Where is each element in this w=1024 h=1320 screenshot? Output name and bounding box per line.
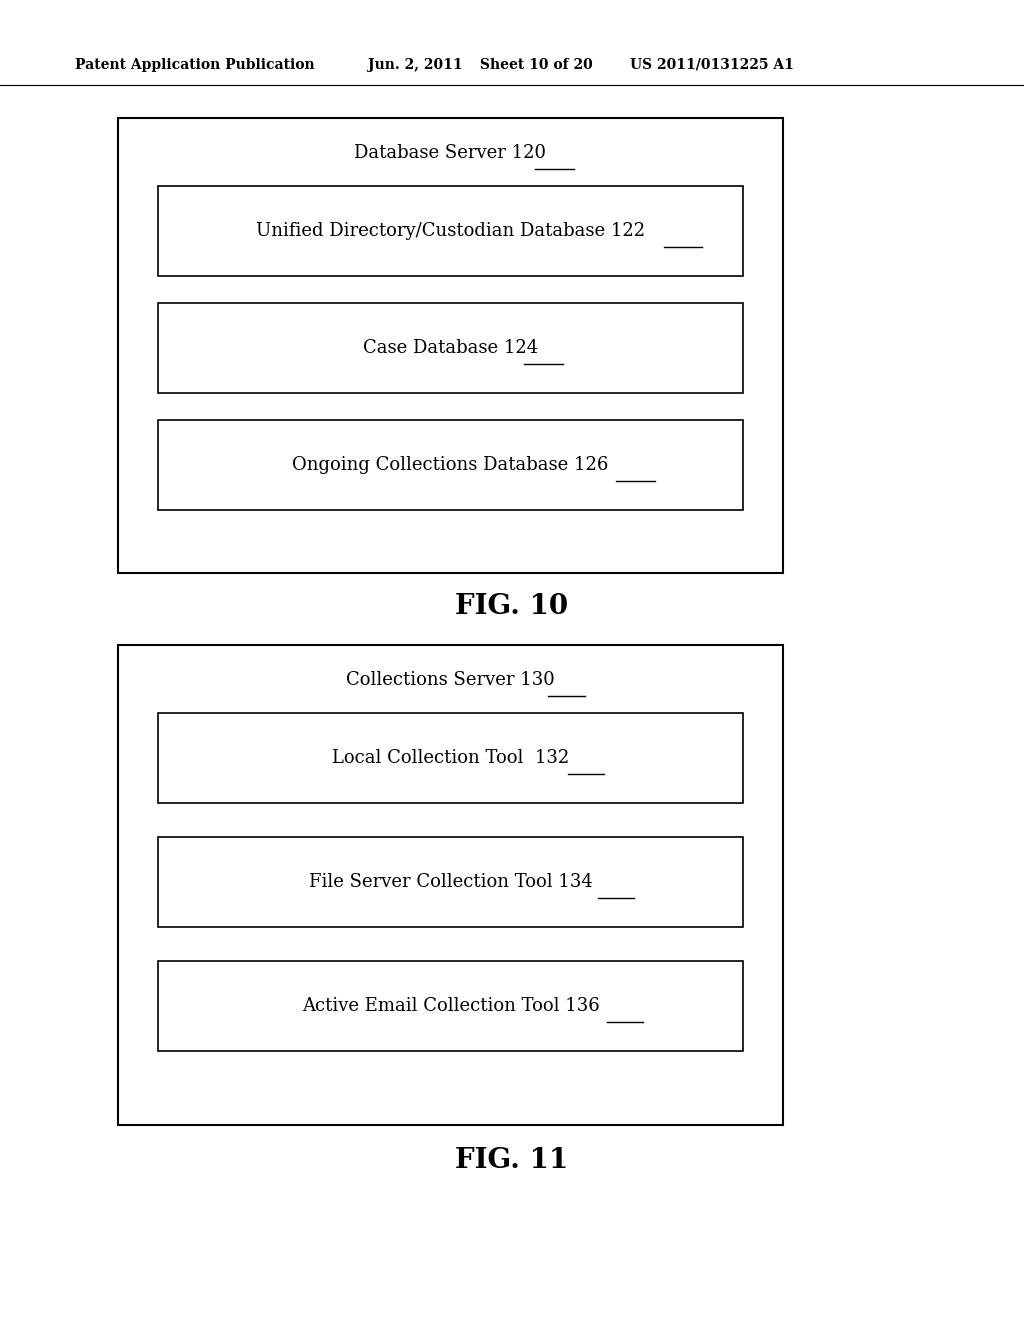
Text: Active Email Collection Tool 136: Active Email Collection Tool 136: [302, 997, 599, 1015]
Bar: [118, 645, 783, 1125]
Bar: [158, 186, 743, 276]
Bar: [158, 961, 743, 1051]
Bar: [158, 304, 743, 393]
Text: Sheet 10 of 20: Sheet 10 of 20: [480, 58, 593, 73]
Text: Jun. 2, 2011: Jun. 2, 2011: [368, 58, 463, 73]
Text: File Server Collection Tool 134: File Server Collection Tool 134: [308, 873, 592, 891]
Text: Ongoing Collections Database 126: Ongoing Collections Database 126: [292, 455, 608, 474]
Text: FIG. 10: FIG. 10: [456, 593, 568, 619]
Text: US 2011/0131225 A1: US 2011/0131225 A1: [630, 58, 794, 73]
Text: Unified Directory/Custodian Database 122: Unified Directory/Custodian Database 122: [256, 222, 645, 240]
Bar: [158, 713, 743, 803]
Bar: [118, 117, 783, 573]
Text: Patent Application Publication: Patent Application Publication: [75, 58, 314, 73]
Text: Local Collection Tool  132: Local Collection Tool 132: [332, 748, 569, 767]
Text: Database Server 120: Database Server 120: [354, 144, 547, 162]
Bar: [158, 420, 743, 510]
Bar: [158, 837, 743, 927]
Text: FIG. 11: FIG. 11: [456, 1147, 568, 1173]
Text: Collections Server 130: Collections Server 130: [346, 671, 555, 689]
Text: Case Database 124: Case Database 124: [362, 339, 538, 356]
